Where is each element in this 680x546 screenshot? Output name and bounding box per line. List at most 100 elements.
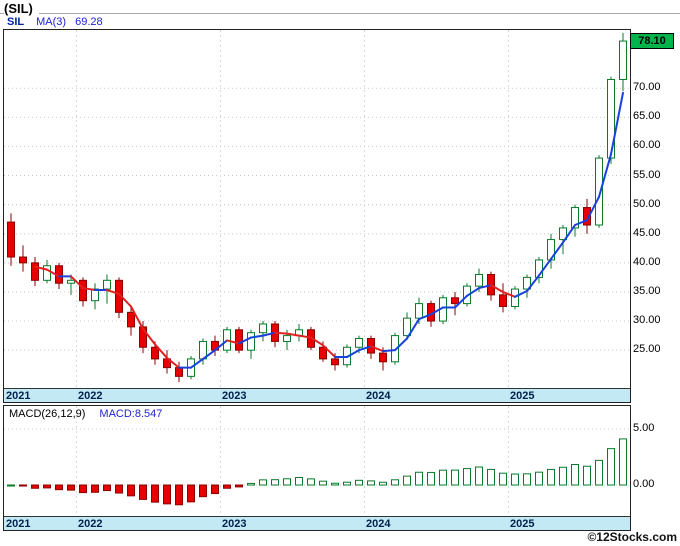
symbol-title: (SIL)	[4, 1, 39, 16]
macd-bar	[403, 475, 411, 486]
macd-bar	[7, 484, 15, 487]
candle-body	[103, 279, 111, 290]
year-label: 2022	[78, 518, 102, 530]
macd-bar	[559, 466, 567, 486]
macd-bar	[151, 484, 159, 503]
macd-bar	[583, 465, 591, 486]
candle-body	[607, 78, 615, 159]
price-axis-label: 35.00	[633, 284, 661, 297]
macd-bar	[499, 472, 507, 486]
year-label: 2023	[222, 518, 246, 530]
candle-body	[151, 346, 159, 360]
macd-bar	[103, 484, 111, 492]
macd-bar	[19, 484, 27, 487]
macd-bar	[295, 476, 303, 486]
candle-body	[415, 303, 423, 319]
macd-bar	[523, 473, 531, 486]
macd-histogram-chart[interactable]: 2021 2022 2023 2024 2025	[4, 406, 630, 530]
macd-bar	[127, 484, 135, 497]
macd-bar	[259, 479, 267, 486]
chart-legend: SIL MA(3) 69.28	[7, 16, 103, 28]
macd-bar	[91, 484, 99, 493]
macd-bar	[547, 468, 555, 486]
macd-bar	[355, 479, 363, 486]
year-label: 2023	[222, 390, 246, 402]
price-chart-panel: 2021 2022 2023 2024 2025	[3, 29, 631, 403]
candle-body	[391, 335, 399, 363]
macd-axis-label: 0.00	[633, 478, 655, 490]
macd-legend: MACD(26,12,9) MACD:8.547	[9, 408, 162, 420]
year-label: 2021	[6, 390, 30, 402]
macd-bar	[607, 448, 615, 486]
macd-label: MACD(26,12,9)	[9, 408, 86, 420]
macd-bar	[535, 471, 543, 486]
candle-body	[475, 273, 483, 287]
macd-bar	[415, 471, 423, 486]
macd-bar	[199, 484, 207, 498]
year-label: 2021	[6, 518, 30, 530]
candle-body	[43, 265, 51, 281]
price-axis-label: 55.00	[633, 168, 661, 181]
macd-bar	[115, 484, 123, 494]
price-axis-label: 70.00	[633, 81, 661, 94]
macd-bar	[391, 479, 399, 486]
macd-bar	[163, 484, 171, 505]
macd-bar	[367, 480, 375, 486]
candle-body	[379, 352, 387, 363]
candle-body	[331, 358, 339, 366]
macd-bar	[223, 484, 231, 489]
macd-bar	[175, 484, 183, 506]
year-label: 2025	[510, 518, 534, 530]
candle-body	[283, 335, 291, 342]
candle-body	[595, 157, 603, 226]
candle-body	[619, 40, 627, 80]
macd-bar	[379, 481, 387, 486]
macd-bar	[283, 478, 291, 486]
candle-body	[535, 259, 543, 278]
year-axis-band	[4, 516, 630, 530]
candlestick-chart[interactable]: 2021 2022 2023 2024 2025	[4, 30, 630, 402]
macd-bar	[31, 484, 39, 489]
legend-symbol: SIL	[7, 16, 25, 28]
watermark: ©12Stocks.com	[587, 530, 677, 544]
year-label: 2022	[78, 390, 102, 402]
last-price-badge: 78.10	[630, 33, 674, 50]
macd-axis-label: 5.00	[633, 422, 655, 434]
candle-body	[583, 207, 591, 226]
macd-bar	[571, 463, 579, 486]
price-gridlines	[4, 87, 630, 351]
candle-body	[451, 297, 459, 305]
macd-bar	[343, 481, 351, 486]
macd-bar	[67, 484, 75, 491]
title-divider	[0, 13, 680, 14]
legend-ma-label: MA(3)	[36, 16, 67, 28]
ma-line	[34, 91, 624, 369]
macd-bar	[511, 473, 519, 486]
candle-body	[355, 338, 363, 348]
price-axis-label: 40.00	[633, 255, 661, 268]
macd-bar	[439, 469, 447, 486]
price-axis-label: 60.00	[633, 139, 661, 152]
year-label: 2024	[366, 390, 391, 402]
macd-bar	[211, 484, 219, 495]
year-label: 2024	[366, 518, 391, 530]
macd-bars	[7, 438, 627, 506]
macd-bar	[619, 438, 627, 486]
legend-ma-value: 69.28	[75, 16, 103, 28]
candle-body	[7, 221, 15, 258]
candle-body	[559, 227, 567, 241]
macd-bar	[139, 484, 147, 500]
candle-body	[259, 323, 267, 334]
macd-bar	[187, 484, 195, 503]
macd-bar	[451, 469, 459, 486]
year-label: 2025	[510, 390, 534, 402]
macd-bar	[43, 484, 51, 489]
macd-bar	[307, 478, 315, 486]
macd-bar	[427, 471, 435, 486]
price-axis-label: 50.00	[633, 197, 661, 210]
price-axis-label: 25.00	[633, 343, 661, 356]
macd-bar	[79, 484, 87, 494]
candle-body	[403, 317, 411, 337]
candle-body	[247, 332, 255, 351]
